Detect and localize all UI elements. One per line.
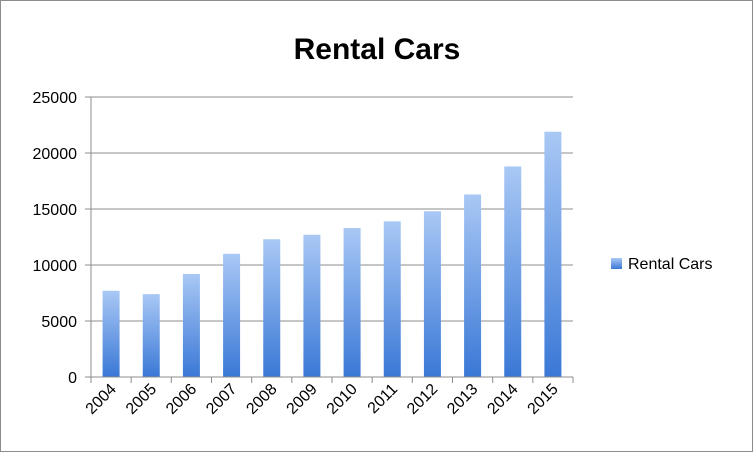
chart-title: Rental Cars [294,33,461,66]
x-tick-label: 2006 [163,381,200,418]
x-tick-label: 2007 [203,381,240,418]
axes [90,97,573,378]
y-axis-ticks: 0 5000 10000 15000 20000 25000 [33,90,91,387]
bar-2011 [383,221,401,377]
gridlines [91,96,573,322]
x-tick-label: 2013 [444,381,481,418]
bar-2009 [303,234,321,377]
x-tick-label: 2011 [365,381,401,417]
x-tick-label: 2010 [324,381,361,418]
y-tick-label: 20000 [33,146,78,163]
bar-2013 [464,194,482,377]
bar-2010 [343,228,361,377]
x-tick-label: 2008 [243,381,280,418]
bar-2006 [182,273,200,377]
legend: Rental Cars [611,256,712,273]
x-tick-label: 2009 [284,381,321,418]
bar-2012 [423,211,441,377]
x-tick-label: 2012 [404,381,441,418]
legend-swatch [611,258,622,269]
bar-2007 [223,253,241,377]
x-tick-label: 2005 [123,381,160,418]
bar-2004 [102,290,120,377]
y-tick-label: 25000 [33,90,78,107]
y-tick-label: 10000 [33,258,78,275]
x-tick-label: 2015 [525,381,562,418]
x-axis-ticks: 2004 2005 2006 2007 2008 2009 2010 2011 2012 2013… [83,377,574,418]
y-tick-label: 15000 [33,202,78,219]
y-tick-label: 0 [68,370,77,387]
y-tick-label: 5000 [41,314,77,331]
bar-2008 [263,239,281,377]
x-tick-label: 2004 [83,381,120,418]
bars [102,131,562,377]
bar-2005 [142,294,160,377]
x-tick-label: 2014 [484,381,521,418]
bar-2014 [504,166,522,377]
bar-2015 [544,131,562,377]
legend-label: Rental Cars [628,256,712,273]
